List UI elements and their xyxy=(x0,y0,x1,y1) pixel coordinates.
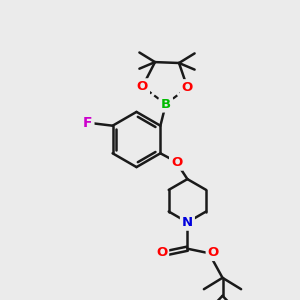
Text: O: O xyxy=(156,246,167,259)
Text: F: F xyxy=(83,116,92,130)
Text: O: O xyxy=(171,156,182,169)
Text: O: O xyxy=(137,80,148,93)
Text: O: O xyxy=(208,246,219,259)
Text: O: O xyxy=(182,81,193,94)
Text: N: N xyxy=(182,216,193,229)
Text: B: B xyxy=(161,98,171,111)
